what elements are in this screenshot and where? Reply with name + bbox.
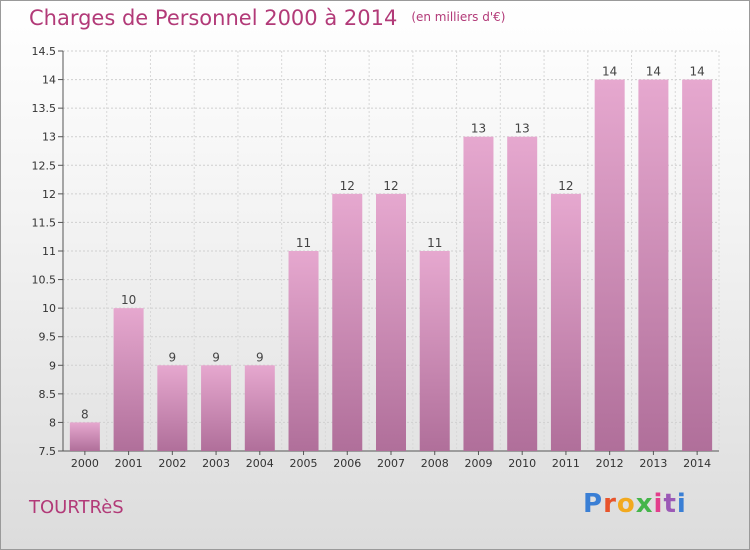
logo-letter: x bbox=[635, 489, 654, 519]
bar bbox=[113, 308, 144, 451]
x-tick-label: 2002 bbox=[158, 457, 186, 470]
y-tick-label: 10 bbox=[42, 302, 56, 315]
bar bbox=[638, 79, 669, 452]
x-tick-label: 2012 bbox=[596, 457, 624, 470]
logo-letter: t bbox=[663, 489, 677, 519]
bar-value-label: 9 bbox=[169, 350, 177, 364]
y-tick-label: 8 bbox=[49, 416, 56, 429]
chart-title: Charges de Personnel 2000 à 2014 (en mill… bbox=[29, 6, 505, 30]
y-tick-label: 8.5 bbox=[39, 388, 57, 401]
logo-letter: i bbox=[676, 489, 687, 519]
y-tick-label: 12 bbox=[42, 188, 56, 201]
labels: 8 2000 10 2001 9 2002 9 2003 9 2004 11 2005 12 2006 12… bbox=[71, 65, 711, 470]
logo-letter: r bbox=[603, 489, 617, 519]
bar bbox=[69, 422, 100, 451]
bar-value-label: 11 bbox=[427, 236, 442, 250]
commune-name: TOURTRèS bbox=[29, 497, 124, 518]
proxiti-logo: Proxiti bbox=[583, 489, 687, 519]
x-tick-label: 2004 bbox=[246, 457, 274, 470]
logo-letter: i bbox=[653, 489, 664, 519]
y-tick-label: 11 bbox=[42, 245, 56, 258]
bar-value-label: 12 bbox=[340, 179, 355, 193]
bar-value-label: 13 bbox=[515, 122, 530, 136]
bar bbox=[463, 136, 494, 451]
y-tick-label: 14 bbox=[42, 74, 56, 87]
bar bbox=[419, 251, 450, 451]
bar-value-label: 13 bbox=[471, 122, 486, 136]
x-tick-label: 2007 bbox=[377, 457, 405, 470]
title-text: Charges de Personnel 2000 à 2014 bbox=[29, 6, 398, 30]
bar-value-label: 14 bbox=[689, 65, 704, 79]
bar-value-label: 9 bbox=[256, 350, 264, 364]
bar-value-label: 9 bbox=[212, 350, 220, 364]
y-tick-label: 12.5 bbox=[32, 159, 57, 172]
bar-value-label: 8 bbox=[81, 407, 89, 421]
bar-value-label: 14 bbox=[646, 65, 661, 79]
x-tick-label: 2009 bbox=[464, 457, 492, 470]
bar bbox=[550, 193, 581, 451]
bar bbox=[507, 136, 538, 451]
y-tick-label: 10.5 bbox=[32, 274, 57, 287]
x-tick-label: 2013 bbox=[639, 457, 667, 470]
bar bbox=[376, 193, 406, 451]
bar-value-label: 14 bbox=[602, 65, 617, 79]
x-tick-label: 2011 bbox=[552, 457, 580, 470]
bar bbox=[332, 193, 363, 451]
y-tick-label: 13 bbox=[42, 131, 56, 144]
y-tick-label: 13.5 bbox=[32, 102, 57, 115]
bar bbox=[157, 365, 188, 451]
unit-label: (en milliers d'€) bbox=[411, 10, 506, 24]
y-tick-label: 11.5 bbox=[32, 216, 57, 229]
x-tick-label: 2006 bbox=[333, 457, 361, 470]
logo-letter: P bbox=[583, 489, 604, 519]
x-tick-label: 2000 bbox=[71, 457, 99, 470]
bar-value-label: 11 bbox=[296, 236, 311, 250]
bar bbox=[244, 365, 275, 451]
y-tick-label: 9.5 bbox=[39, 331, 57, 344]
y-tick-label: 9 bbox=[49, 359, 56, 372]
bar bbox=[594, 79, 625, 452]
x-tick-label: 2010 bbox=[508, 457, 536, 470]
y-tick-label: 7.5 bbox=[39, 445, 57, 458]
x-tick-label: 2001 bbox=[115, 457, 143, 470]
bars bbox=[69, 79, 713, 452]
bar-value-label: 12 bbox=[383, 179, 398, 193]
x-tick-label: 2014 bbox=[683, 457, 711, 470]
bar bbox=[288, 251, 319, 451]
x-tick-label: 2003 bbox=[202, 457, 230, 470]
bar-value-label: 12 bbox=[558, 179, 573, 193]
x-tick-label: 2008 bbox=[421, 457, 449, 470]
bar bbox=[682, 79, 713, 452]
logo-letter: o bbox=[616, 489, 636, 519]
bar bbox=[201, 365, 232, 451]
bar-value-label: 10 bbox=[121, 293, 136, 307]
x-tick-label: 2005 bbox=[290, 457, 318, 470]
y-tick-label: 14.5 bbox=[32, 45, 57, 58]
